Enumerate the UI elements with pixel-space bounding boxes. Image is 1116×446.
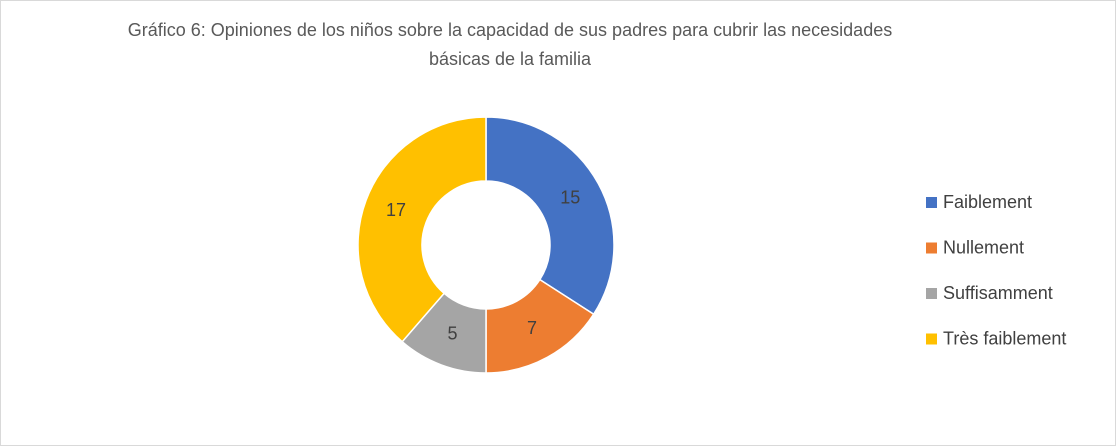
legend-label: Très faiblement bbox=[943, 328, 1066, 348]
data-label: 5 bbox=[447, 324, 457, 344]
data-label: 17 bbox=[386, 200, 406, 220]
data-label: 7 bbox=[527, 318, 537, 338]
legend-label: Nullement bbox=[943, 237, 1024, 257]
legend-swatch bbox=[926, 242, 937, 254]
chart-title: Gráfico 6: Opiniones de los niños sobre … bbox=[127, 20, 893, 69]
data-label: 15 bbox=[560, 188, 580, 208]
legend-swatch bbox=[926, 197, 937, 208]
legend-swatch bbox=[926, 333, 937, 345]
legend-swatch bbox=[926, 288, 937, 299]
donut-slice bbox=[357, 116, 487, 343]
legend-label: Faiblement bbox=[943, 192, 1032, 212]
donut-slice bbox=[485, 116, 615, 316]
legend-label: Suffisamment bbox=[943, 283, 1053, 303]
